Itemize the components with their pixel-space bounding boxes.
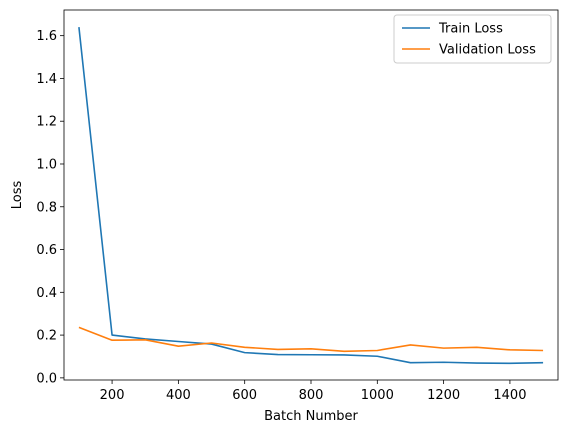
x-tick-label: 1400 bbox=[493, 388, 526, 403]
y-axis-title: Loss bbox=[10, 181, 25, 210]
y-tick-label: 0.6 bbox=[36, 243, 57, 258]
y-tick-label: 1.4 bbox=[36, 72, 57, 87]
legend: Train Loss Validation Loss bbox=[393, 14, 552, 64]
y-tick-label: 0.8 bbox=[36, 200, 57, 215]
legend-box bbox=[393, 14, 552, 64]
x-tick-label: 400 bbox=[166, 388, 191, 403]
y-axis: 0.0 0.2 0.4 0.6 0.8 1.0 1.2 1.4 1.6 bbox=[36, 29, 64, 386]
series-layer bbox=[78, 27, 544, 365]
legend-label-0: Train Loss bbox=[438, 22, 503, 37]
y-tick-label: 0.0 bbox=[36, 371, 57, 386]
y-tick-label: 0.2 bbox=[36, 329, 57, 344]
legend-label-1: Validation Loss bbox=[439, 43, 536, 58]
series-line-0 bbox=[78, 27, 544, 365]
series-line-1 bbox=[78, 326, 544, 353]
plot-area bbox=[64, 10, 558, 380]
x-tick-label: 1000 bbox=[361, 388, 394, 403]
y-tick-label: 0.4 bbox=[36, 286, 57, 301]
x-tick-label: 1200 bbox=[427, 388, 460, 403]
x-tick-label: 600 bbox=[232, 388, 257, 403]
x-axis: 200 400 600 800 1000 1200 1400 bbox=[100, 380, 526, 403]
x-tick-label: 200 bbox=[100, 388, 125, 403]
y-tick-label: 1.6 bbox=[36, 29, 57, 44]
x-tick-label: 800 bbox=[299, 388, 324, 403]
y-tick-label: 1.0 bbox=[36, 157, 57, 172]
x-axis-title: Batch Number bbox=[264, 409, 358, 424]
y-tick-label: 1.2 bbox=[36, 115, 57, 130]
